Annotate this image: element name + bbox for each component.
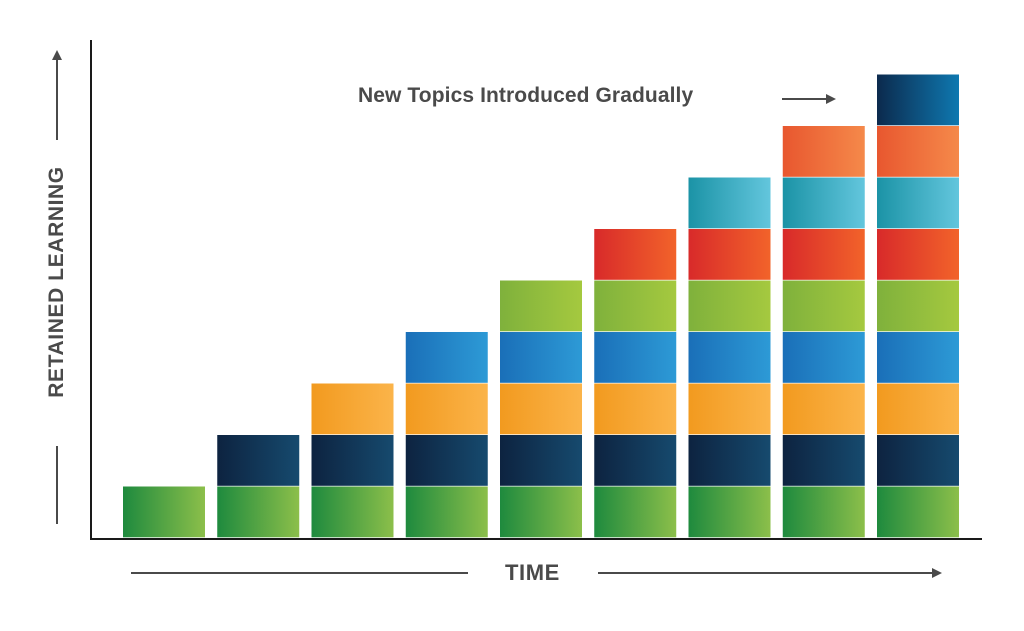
y-arrow-head-icon xyxy=(52,50,62,60)
bar-segment xyxy=(877,177,959,229)
bar-segment xyxy=(782,177,865,229)
bar-segment xyxy=(217,435,300,486)
bar-segment xyxy=(500,383,582,435)
bar-segment xyxy=(311,435,394,486)
bar-segment xyxy=(311,486,394,538)
bar-segment xyxy=(500,332,582,383)
bar-segment xyxy=(311,383,394,435)
bar-segment xyxy=(594,486,677,538)
bar-segment xyxy=(877,126,959,177)
bar-segment xyxy=(500,435,582,486)
bar-segment xyxy=(877,332,959,383)
bar-segment xyxy=(688,332,771,383)
bar-segment xyxy=(688,486,771,538)
bar-segment xyxy=(594,383,677,435)
bar-segment xyxy=(877,486,959,538)
bar-segment xyxy=(688,280,771,332)
x-arrow-head-icon xyxy=(932,568,942,578)
x-axis-label: TIME xyxy=(505,560,560,585)
bar-segment xyxy=(782,280,865,332)
bar-segment xyxy=(405,435,488,486)
bar-segment xyxy=(877,383,959,435)
bar-segment xyxy=(405,486,488,538)
bars-group xyxy=(123,74,959,538)
annotation-arrow-head-icon xyxy=(826,94,836,104)
bar-segment xyxy=(782,486,865,538)
bar-segment xyxy=(217,486,300,538)
bar-segment xyxy=(594,280,677,332)
bar-segment xyxy=(500,280,582,332)
bar-segment xyxy=(782,383,865,435)
bar-segment xyxy=(877,280,959,332)
bar-segment xyxy=(688,435,771,486)
bar-segment xyxy=(500,486,582,538)
bar-segment xyxy=(782,435,865,486)
bar-segment xyxy=(782,332,865,383)
bar-segment xyxy=(782,126,865,177)
bar-segment xyxy=(688,383,771,435)
y-axis-label: RETAINED LEARNING xyxy=(45,166,68,398)
bar-segment xyxy=(405,383,488,435)
bar-segment xyxy=(594,229,677,280)
bar-segment xyxy=(877,229,959,280)
bar-segment xyxy=(688,229,771,280)
annotation-label: New Topics Introduced Gradually xyxy=(358,84,694,107)
bar-segment xyxy=(123,486,205,538)
bar-segment xyxy=(688,177,771,229)
bar-segment xyxy=(594,332,677,383)
bar-segment xyxy=(877,435,959,486)
bar-segment xyxy=(877,74,959,126)
bar-segment xyxy=(594,435,677,486)
bar-segment xyxy=(782,229,865,280)
bar-segment xyxy=(405,332,488,383)
